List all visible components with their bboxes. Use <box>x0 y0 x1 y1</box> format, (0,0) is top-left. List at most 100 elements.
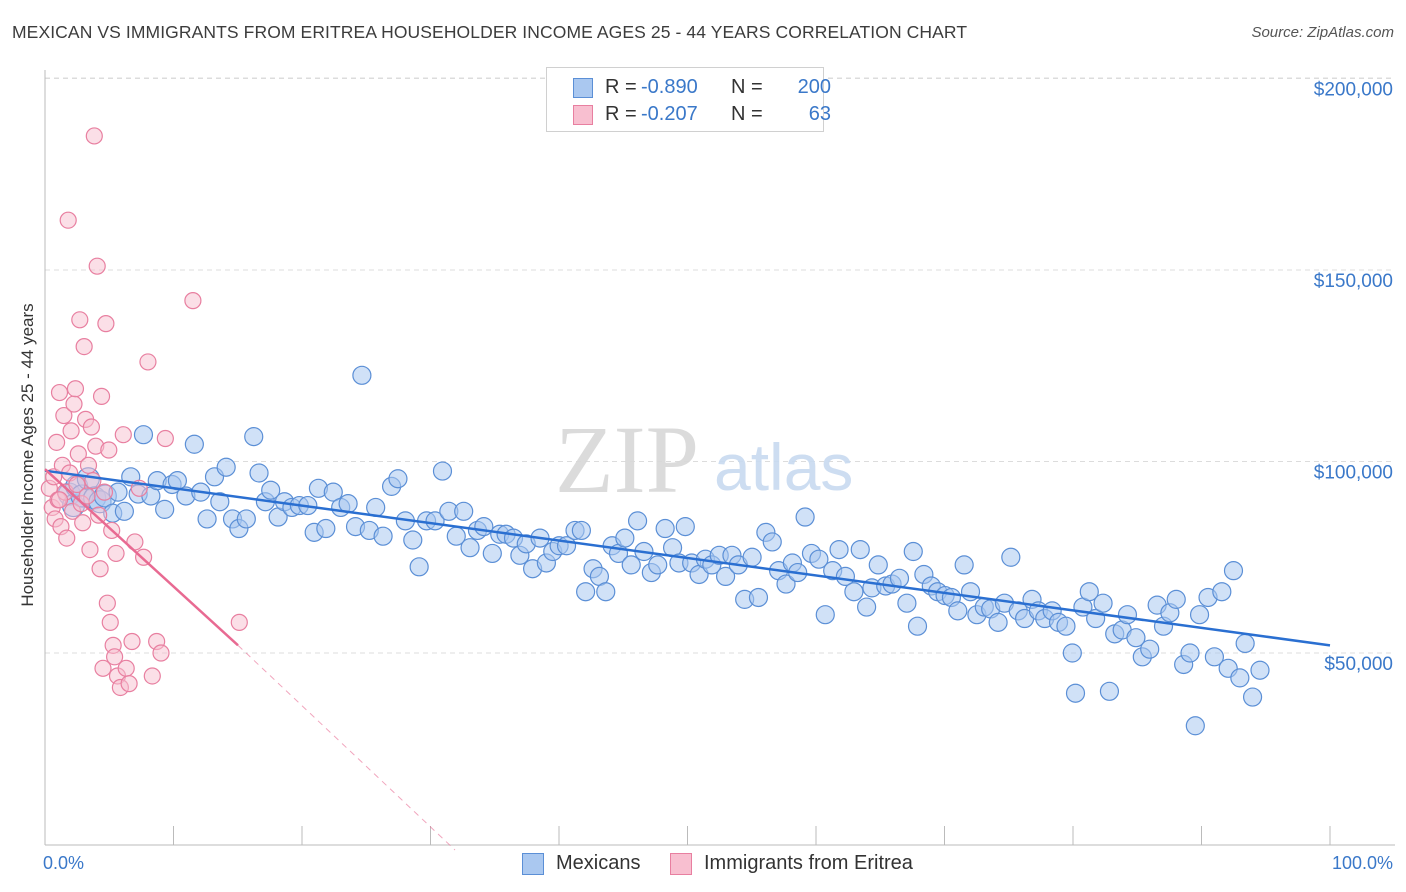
point-eritrea <box>100 441 118 459</box>
point-eritrea <box>65 395 83 413</box>
point-mexicans <box>988 612 1008 632</box>
point-mexicans <box>850 539 870 560</box>
point-mexicans <box>648 555 668 575</box>
point-eritrea <box>143 667 161 685</box>
legend-n-value: 200 <box>797 76 831 98</box>
point-mexicans <box>596 582 616 602</box>
point-mexicans <box>1062 643 1082 663</box>
point-eritrea <box>92 387 111 405</box>
point-mexicans <box>114 501 134 521</box>
point-eritrea <box>139 353 157 371</box>
point-mexicans <box>155 499 175 519</box>
point-mexicans <box>474 517 494 537</box>
point-mexicans <box>748 587 769 608</box>
trend-line-eritrea <box>44 468 239 647</box>
point-mexicans <box>829 539 849 560</box>
point-eritrea <box>85 127 103 145</box>
point-mexicans <box>776 574 796 594</box>
point-mexicans <box>482 543 502 564</box>
point-mexicans <box>615 528 635 548</box>
point-mexicans <box>868 555 888 575</box>
point-eritrea <box>81 540 99 559</box>
point-mexicans <box>903 541 923 562</box>
bottom-legend-swatch-pink <box>670 853 692 875</box>
point-mexicans <box>409 557 429 577</box>
point-mexicans <box>1117 605 1138 625</box>
point-mexicans <box>1093 593 1113 613</box>
point-mexicans <box>762 532 782 552</box>
point-mexicans <box>655 518 675 539</box>
point-eritrea <box>50 491 69 509</box>
point-eritrea <box>74 514 92 532</box>
legend-r-label: R = <box>605 103 637 125</box>
point-mexicans <box>1230 668 1250 688</box>
point-mexicans <box>1242 687 1263 707</box>
point-mexicans <box>571 520 591 541</box>
point-mexicans <box>432 461 453 481</box>
point-mexicans <box>857 597 877 617</box>
axes <box>44 70 1395 846</box>
point-eritrea <box>107 544 125 563</box>
point-mexicans <box>1185 716 1205 736</box>
point-eritrea <box>105 648 124 666</box>
point-mexicans <box>1079 582 1099 602</box>
watermark-atlas: atlas <box>714 430 853 504</box>
point-mexicans <box>576 582 596 602</box>
point-mexicans <box>1189 605 1210 625</box>
bottom-legend-swatch-blue <box>522 853 544 875</box>
point-mexicans <box>133 425 154 445</box>
point-mexicans <box>1250 660 1270 680</box>
point-mexicans <box>1166 589 1186 609</box>
point-mexicans <box>675 517 695 537</box>
x-tick-label-max: 100.0% <box>1332 853 1393 873</box>
legend: R = -0.890 N = 200 R = -0.207 N = 63 <box>546 67 831 132</box>
point-mexicans <box>742 547 762 567</box>
point-mexicans <box>795 507 815 527</box>
point-eritrea <box>79 456 98 474</box>
point-eritrea <box>114 426 132 444</box>
legend-swatch-blue <box>573 78 593 98</box>
bottom-legend-label: Mexicans <box>556 852 641 874</box>
point-mexicans <box>1126 628 1146 648</box>
point-mexicans <box>244 427 264 447</box>
point-eritrea <box>184 292 202 310</box>
point-mexicans <box>249 463 269 483</box>
point-eritrea <box>123 632 141 651</box>
point-mexicans <box>352 365 372 385</box>
point-mexicans <box>954 555 974 575</box>
point-mexicans <box>460 538 480 558</box>
point-mexicans <box>1065 683 1086 703</box>
watermark: ZIP atlas <box>555 406 853 513</box>
point-mexicans <box>236 509 256 529</box>
trend-lines <box>44 468 1331 851</box>
point-eritrea <box>117 659 135 677</box>
point-mexicans <box>627 511 648 531</box>
point-mexicans <box>403 530 423 550</box>
trend-line-eritrea-extension <box>237 644 456 851</box>
point-mexicans <box>210 492 230 512</box>
point-mexicans <box>948 601 968 621</box>
point-eritrea <box>101 613 119 631</box>
watermark-zip: ZIP <box>555 406 699 513</box>
legend-r-label: R = <box>605 76 637 98</box>
point-eritrea <box>59 211 77 229</box>
legend-r-value: -0.890 <box>641 76 698 98</box>
point-eritrea <box>50 383 69 402</box>
point-mexicans <box>316 518 336 539</box>
point-mexicans <box>1001 547 1021 567</box>
point-mexicans <box>897 593 917 613</box>
legend-n-label: N = <box>731 76 763 98</box>
y-tick-label: $50,000 <box>1324 654 1393 675</box>
point-mexicans <box>197 509 217 529</box>
point-mexicans <box>621 555 641 575</box>
point-mexicans <box>216 457 236 477</box>
point-mexicans <box>454 501 474 521</box>
point-eritrea <box>152 644 170 662</box>
point-eritrea <box>94 659 112 677</box>
point-mexicans <box>1056 616 1076 636</box>
point-mexicans <box>1235 633 1255 654</box>
point-eritrea <box>88 257 106 275</box>
y-tick-label: $100,000 <box>1314 463 1393 484</box>
point-eritrea <box>91 560 109 578</box>
bottom-legend-label: Immigrants from Eritrea <box>704 852 913 874</box>
